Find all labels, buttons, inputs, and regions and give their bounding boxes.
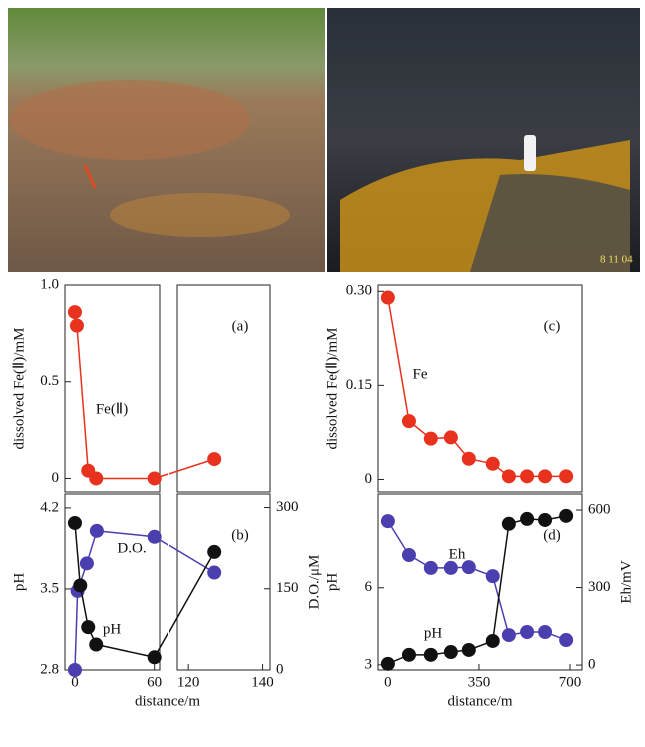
panel-label: (c) — [544, 318, 561, 334]
data-point — [381, 514, 395, 528]
y-axis-label: dissolved Fe(Ⅱ)/mM — [11, 328, 27, 450]
plot-frame — [177, 494, 270, 670]
series-line — [388, 516, 566, 664]
data-point — [73, 578, 87, 592]
data-point — [70, 319, 84, 333]
data-point — [538, 625, 552, 639]
data-point — [462, 452, 476, 466]
data-point — [502, 469, 516, 483]
x-tick-label: 350 — [468, 674, 491, 690]
panel-label: (a) — [232, 318, 249, 334]
y-tick-label: 0 — [365, 471, 373, 487]
data-point — [444, 645, 458, 659]
y-tick-label: 0.30 — [346, 283, 372, 299]
data-point — [462, 643, 476, 657]
series-line — [388, 521, 566, 640]
plot-frame — [177, 285, 270, 492]
data-point — [89, 471, 103, 485]
series-label: pH — [424, 625, 443, 641]
date-stamp: 8 11 04 — [600, 254, 633, 266]
x-tick-label: 120 — [177, 674, 200, 690]
data-point — [502, 628, 516, 642]
data-point — [559, 633, 573, 647]
data-point — [381, 657, 395, 671]
y-tick-label: 4.2 — [40, 499, 59, 515]
y-axis-label: pH — [324, 573, 340, 592]
y-axis-label: pH — [11, 573, 27, 592]
data-point — [81, 620, 95, 634]
data-point — [444, 561, 458, 575]
x-tick-label: 0 — [384, 674, 392, 690]
series-label: D.O. — [117, 540, 146, 556]
x-axis-label: distance/m — [135, 693, 200, 709]
data-point — [486, 569, 500, 583]
data-point — [402, 548, 416, 562]
photo-left — [8, 8, 325, 272]
data-point — [90, 524, 104, 538]
series-label: pH — [103, 621, 122, 637]
panel-label: (d) — [543, 527, 561, 543]
data-point — [559, 469, 573, 483]
y2-axis-label: D.O./μM — [306, 555, 322, 610]
series-line — [388, 298, 566, 477]
data-point — [148, 530, 162, 544]
series-line — [75, 312, 214, 478]
data-point — [148, 471, 162, 485]
x-axis-label: distance/m — [448, 693, 513, 709]
data-point — [444, 430, 458, 444]
y-axis-label: dissolved Fe(Ⅱ)/mM — [324, 328, 340, 450]
y2-tick-label: 300 — [588, 579, 611, 595]
data-point — [486, 634, 500, 648]
x-tick-label: 60 — [147, 674, 162, 690]
y-tick-label: 2.8 — [40, 661, 59, 677]
data-point — [559, 509, 573, 523]
y2-tick-label: 600 — [588, 501, 611, 517]
y2-tick-label: 0 — [588, 657, 596, 673]
data-point — [520, 625, 534, 639]
series-label: Fe — [413, 366, 428, 382]
data-point — [207, 566, 221, 580]
series-label: Eh — [449, 546, 466, 562]
series-label: Fe(Ⅱ) — [96, 401, 128, 417]
y-tick-label: 3 — [365, 656, 373, 672]
data-point — [538, 513, 552, 527]
x-tick-label: 700 — [559, 674, 582, 690]
y2-tick-label: 150 — [276, 580, 299, 596]
data-point — [424, 648, 438, 662]
data-point — [80, 556, 94, 570]
y-tick-label: 6 — [365, 579, 373, 595]
y-tick-label: 1.0 — [40, 276, 59, 292]
data-point — [68, 305, 82, 319]
y2-axis-label: Eh/mV — [618, 560, 634, 603]
data-point — [402, 414, 416, 428]
y2-tick-label: 300 — [276, 499, 299, 515]
y2-tick-label: 0 — [276, 661, 284, 677]
data-point — [207, 545, 221, 559]
data-point — [424, 432, 438, 446]
y-tick-label: 0.5 — [40, 373, 59, 389]
panel-label: (b) — [231, 527, 249, 543]
data-point — [68, 663, 82, 677]
data-point — [402, 648, 416, 662]
data-point — [538, 469, 552, 483]
data-point — [148, 650, 162, 664]
data-point — [486, 457, 500, 471]
y-tick-label: 3.5 — [40, 580, 59, 596]
figure: 8 11 04 0 0.5 1.0 dissolved Fe(Ⅱ)/mM (a) Fe(Ⅱ… — [0, 0, 645, 747]
data-point — [381, 291, 395, 305]
data-point — [207, 452, 221, 466]
data-point — [89, 638, 103, 652]
y-tick-label: 0 — [52, 470, 60, 486]
data-point — [520, 512, 534, 526]
y-tick-label: 0.15 — [346, 377, 372, 393]
photo-right: 8 11 04 — [327, 8, 640, 272]
data-point — [68, 516, 82, 530]
data-point — [424, 561, 438, 575]
data-point — [502, 517, 516, 531]
x-tick-label: 140 — [251, 674, 274, 690]
data-point — [520, 469, 534, 483]
